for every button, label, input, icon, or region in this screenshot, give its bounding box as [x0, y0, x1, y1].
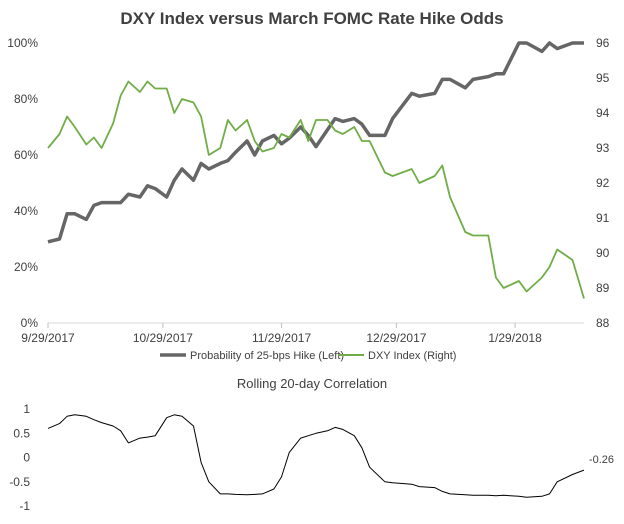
- y-left-tick-label: 80%: [14, 92, 38, 106]
- y-right-tick-label: 96: [596, 36, 610, 50]
- y-right-tick-label: 92: [596, 176, 610, 190]
- corr-y-tick-label: -0.5: [9, 475, 30, 489]
- series-hike-probability-line: [47, 41, 584, 244]
- corr-y-tick-label: 1: [23, 402, 30, 416]
- legend-label: DXY Index (Right): [368, 350, 456, 362]
- y-left-tick-label: 100%: [7, 36, 38, 50]
- y-left-tick-label: 0%: [21, 316, 39, 330]
- x-tick-label: 11/29/2017: [252, 331, 311, 345]
- y-right-tick-label: 91: [596, 211, 610, 225]
- y-left-tick-label: 60%: [14, 148, 38, 162]
- main-chart-plot: 9/29/2017 10/29/2017 11/29/2017 12/29/2017 1…: [7, 36, 609, 345]
- series-correlation-line: [47, 414, 585, 498]
- x-tick-label: 1/29/2018: [488, 331, 542, 345]
- y-right-tick-label: 95: [596, 71, 610, 85]
- y-right-tick-label: 89: [596, 281, 610, 295]
- y-right-tick-label: 94: [596, 106, 610, 120]
- main-chart-legend: Probability of 25-bps Hike (Left) DXY Ind…: [160, 350, 456, 362]
- correlation-chart-plot: 1 0.5 0 -0.5 -1 -0.26: [9, 402, 614, 513]
- correlation-chart-title: Rolling 20-day Correlation: [237, 376, 387, 391]
- y-right-tick-label: 90: [596, 246, 610, 260]
- corr-y-tick-label: 0: [23, 451, 30, 465]
- x-tick-label: 12/29/2017: [366, 331, 426, 345]
- series-dxy-index-line: [47, 80, 585, 299]
- y-right-tick-label: 93: [596, 141, 610, 155]
- corr-y-tick-label: -1: [19, 499, 30, 513]
- y-left-tick-label: 20%: [14, 260, 38, 274]
- legend-label: Probability of 25-bps Hike (Left): [190, 350, 344, 362]
- y-left-tick-label: 40%: [14, 204, 38, 218]
- y-right-tick-label: 88: [596, 316, 610, 330]
- corr-y-tick-label: 0.5: [13, 426, 30, 440]
- main-chart-title: DXY Index versus March FOMC Rate Hike Od…: [120, 9, 503, 28]
- correlation-last-value-label: -0.26: [589, 454, 614, 466]
- x-tick-label: 10/29/2017: [133, 331, 193, 345]
- x-tick-label: 9/29/2017: [21, 331, 75, 345]
